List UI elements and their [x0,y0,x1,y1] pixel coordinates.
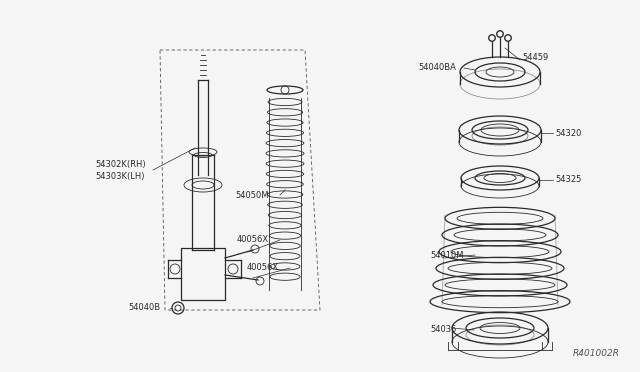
Text: 54459: 54459 [522,54,548,62]
Text: 54040B: 54040B [128,304,160,312]
Text: 54320: 54320 [555,128,581,138]
Text: 54035: 54035 [430,326,456,334]
Text: 40056X: 40056X [247,263,279,273]
Text: 54325: 54325 [555,176,581,185]
Text: 54303K(LH): 54303K(LH) [95,171,145,180]
Text: R401002R: R401002R [573,349,620,358]
Text: 54050M: 54050M [235,190,269,199]
Text: 54040BA: 54040BA [418,64,456,73]
Text: 40056X: 40056X [237,235,269,244]
Text: 54010M: 54010M [430,250,463,260]
Text: 54302K(RH): 54302K(RH) [95,160,146,170]
